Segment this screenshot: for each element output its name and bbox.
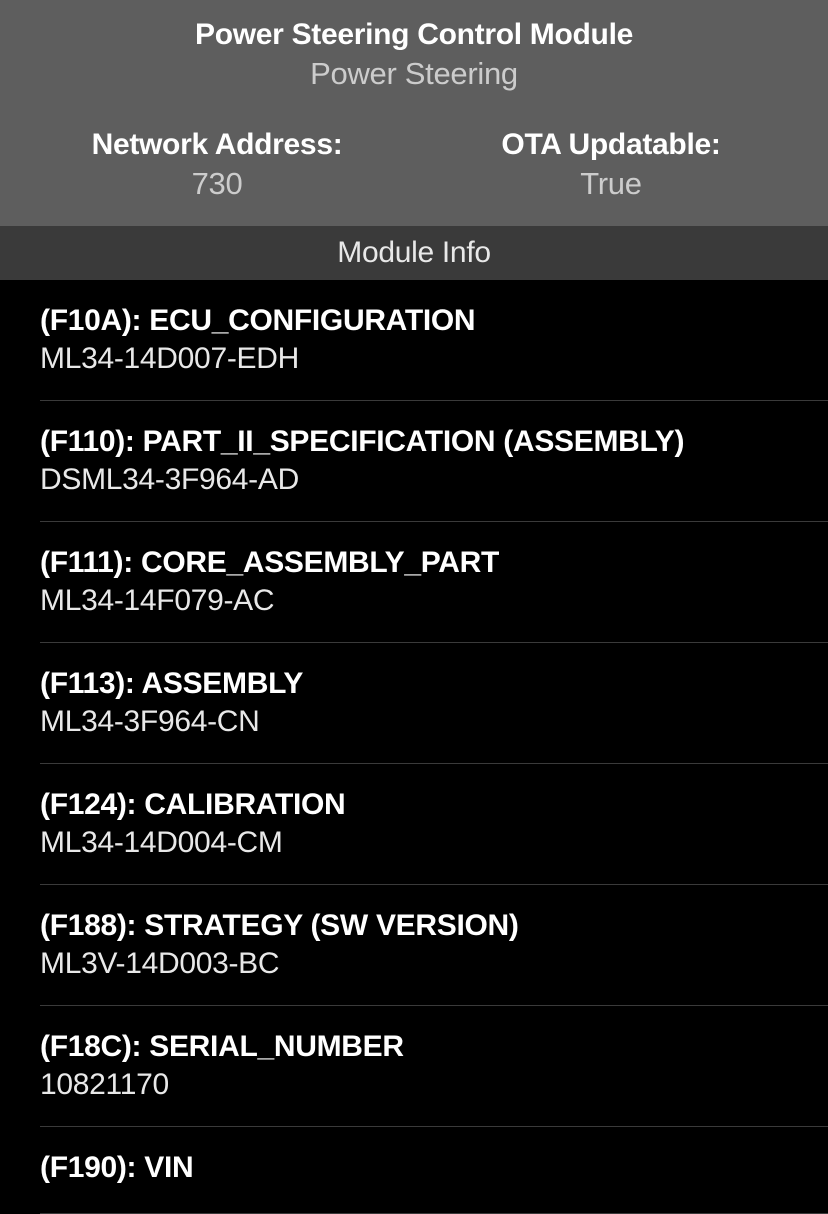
module-value: DSML34-3F964-AD [40, 463, 788, 497]
list-item[interactable]: (F190): VIN [40, 1127, 828, 1214]
module-code: (F110): PART_II_SPECIFICATION (ASSEMBLY) [40, 425, 788, 459]
list-item[interactable]: (F110): PART_II_SPECIFICATION (ASSEMBLY)… [40, 401, 828, 522]
module-header: Power Steering Control Module Power Stee… [0, 0, 828, 226]
module-title: Power Steering Control Module [0, 18, 828, 52]
network-address-label: Network Address: [20, 128, 414, 162]
module-subtitle: Power Steering [0, 56, 828, 92]
list-item[interactable]: (F124): CALIBRATION ML34-14D004-CM [40, 764, 828, 885]
module-value: ML34-14F079-AC [40, 584, 788, 618]
list-item[interactable]: (F188): STRATEGY (SW VERSION) ML3V-14D00… [40, 885, 828, 1006]
module-code: (F124): CALIBRATION [40, 788, 788, 822]
module-code: (F188): STRATEGY (SW VERSION) [40, 909, 788, 943]
ota-updatable-value: True [414, 166, 808, 202]
header-info-row: Network Address: 730 OTA Updatable: True [0, 128, 828, 202]
module-value: ML34-14D007-EDH [40, 342, 788, 376]
list-item[interactable]: (F111): CORE_ASSEMBLY_PART ML34-14F079-A… [40, 522, 828, 643]
module-code: (F113): ASSEMBLY [40, 667, 788, 701]
module-code: (F10A): ECU_CONFIGURATION [40, 304, 788, 338]
section-header: Module Info [0, 226, 828, 280]
list-item[interactable]: (F10A): ECU_CONFIGURATION ML34-14D007-ED… [40, 280, 828, 401]
module-code: (F111): CORE_ASSEMBLY_PART [40, 546, 788, 580]
section-header-text: Module Info [0, 236, 828, 270]
network-address-col: Network Address: 730 [20, 128, 414, 202]
network-address-value: 730 [20, 166, 414, 202]
module-value: ML3V-14D003-BC [40, 947, 788, 981]
ota-updatable-label: OTA Updatable: [414, 128, 808, 162]
module-value: 10821170 [40, 1068, 788, 1102]
module-value: ML34-3F964-CN [40, 705, 788, 739]
module-code: (F18C): SERIAL_NUMBER [40, 1030, 788, 1064]
list-item[interactable]: (F18C): SERIAL_NUMBER 10821170 [40, 1006, 828, 1127]
ota-updatable-col: OTA Updatable: True [414, 128, 808, 202]
module-info-list[interactable]: (F10A): ECU_CONFIGURATION ML34-14D007-ED… [0, 280, 828, 1214]
module-value: ML34-14D004-CM [40, 826, 788, 860]
list-item[interactable]: (F113): ASSEMBLY ML34-3F964-CN [40, 643, 828, 764]
module-code: (F190): VIN [40, 1151, 788, 1185]
